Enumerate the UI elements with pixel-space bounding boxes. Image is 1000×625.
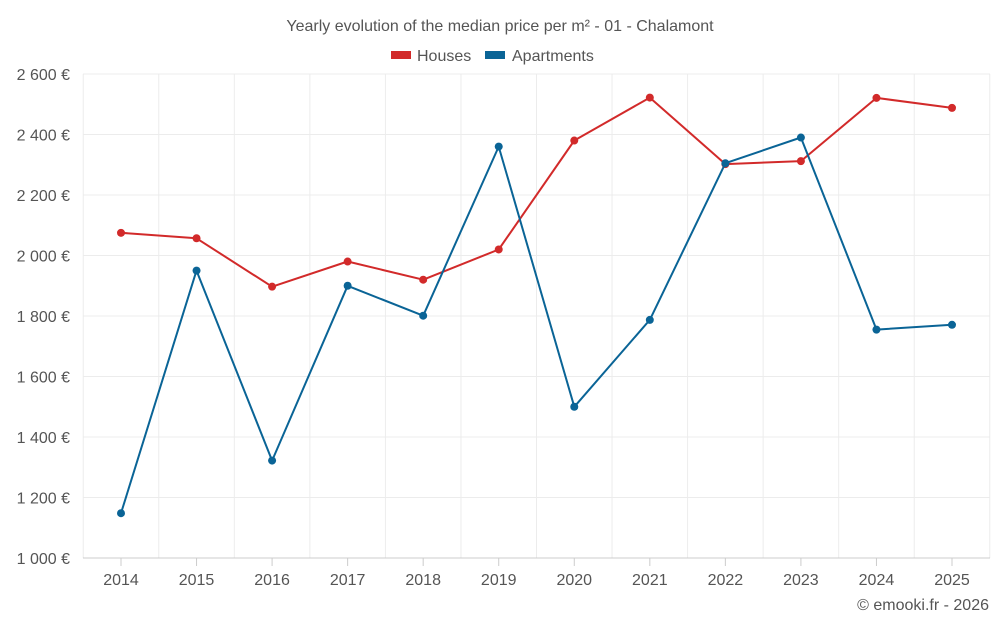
series [117,93,956,518]
data-point-houses-2019[interactable] [494,245,503,254]
axes: 1 000 € 1 200 € 1 400 € 1 600 € 1 800 € 2 000… [17,67,990,589]
data-point-houses-2015[interactable] [192,234,201,243]
x-tick-label-2016: 2016 [254,572,290,589]
y-tick-label: 1 600 € [17,370,70,387]
data-point-houses-2020[interactable] [570,136,579,145]
x-tick-label-2024: 2024 [859,572,895,589]
x-tick-label-2017: 2017 [330,572,366,589]
legend-item-apartments[interactable]: Apartments [485,48,594,65]
x-tick-label-2019: 2019 [481,572,517,589]
legend-item-houses[interactable]: Houses [391,48,471,65]
credit-text: © emooki.fr - 2026 [857,597,989,614]
y-tick-label: 1 800 € [17,309,70,326]
data-point-apartments-2015[interactable] [192,266,201,275]
x-tick-label-2015: 2015 [179,572,215,589]
data-point-apartments-2021[interactable] [645,315,654,324]
x-tick-label-2023: 2023 [783,572,819,589]
series-line-houses [120,96,953,288]
x-tick-label-2022: 2022 [708,572,744,589]
legend-swatch-houses [391,51,411,59]
data-point-apartments-2017[interactable] [343,281,352,290]
data-point-apartments-2025[interactable] [948,320,956,329]
y-tick-label: 1 000 € [17,551,70,568]
data-point-houses-2021[interactable] [645,93,654,102]
data-point-apartments-2023[interactable] [796,133,805,142]
data-point-apartments-2018[interactable] [419,311,428,320]
data-point-houses-2017[interactable] [343,257,352,266]
data-point-apartments-2020[interactable] [570,402,579,411]
x-tick-label-2025: 2025 [934,572,970,589]
series-line-apartments [120,136,953,514]
data-point-apartments-2022[interactable] [721,159,730,168]
y-tick-label: 1 200 € [17,491,70,508]
data-point-houses-2016[interactable] [268,282,277,291]
y-tick-label: 2 600 € [17,67,70,84]
data-point-apartments-2014[interactable] [117,509,125,518]
data-point-apartments-2019[interactable] [494,142,503,151]
legend-swatch-apartments [485,51,505,59]
x-tick-label-2020: 2020 [556,572,592,589]
legend-label-houses: Houses [417,48,471,65]
y-tick-label: 2 000 € [17,249,70,266]
legend-label-apartments: Apartments [512,48,594,65]
y-tick-label: 2 400 € [17,128,70,145]
data-point-houses-2024[interactable] [872,93,881,102]
grid [82,73,991,558]
chart-title: Yearly evolution of the median price per… [286,18,714,35]
legend: Houses Apartments [391,48,594,65]
data-point-apartments-2024[interactable] [872,325,881,334]
x-tick-label-2018: 2018 [405,572,441,589]
data-point-apartments-2016[interactable] [268,456,277,465]
y-tick-label: 1 400 € [17,430,70,447]
data-point-houses-2023[interactable] [796,157,805,166]
x-tick-label-2014: 2014 [103,572,139,589]
data-point-houses-2025[interactable] [948,103,956,112]
data-point-houses-2014[interactable] [117,228,125,237]
data-point-houses-2018[interactable] [419,275,428,284]
y-tick-label: 2 200 € [17,188,70,205]
x-tick-label-2021: 2021 [632,572,668,589]
